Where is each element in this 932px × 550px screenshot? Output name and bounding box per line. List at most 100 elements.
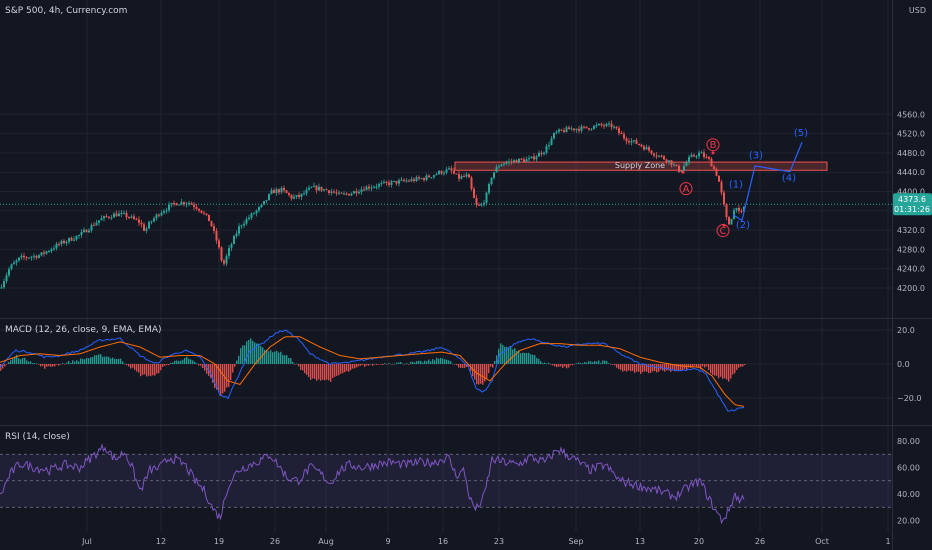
macd-hist-bar: [562, 364, 564, 368]
macd-hist-bar: [216, 364, 218, 390]
macd-hist-bar: [624, 364, 626, 371]
macd-hist-bar: [370, 363, 372, 365]
candle-body: [268, 193, 270, 200]
macd-hist-bar: [128, 364, 130, 367]
macd-hist-bar: [634, 364, 636, 373]
wave-projection-line[interactable]: [732, 142, 803, 222]
candle-body: [423, 178, 425, 180]
candle-body: [93, 224, 95, 226]
candle-body: [628, 141, 630, 143]
macd-hist-bar: [202, 364, 204, 369]
candle-body: [548, 144, 550, 147]
candle-body: [308, 187, 310, 190]
macd-hist-bar: [4, 364, 6, 367]
macd-hist-bar: [258, 343, 260, 364]
macd-hist-bar: [20, 359, 22, 364]
macd-hist-bar: [586, 362, 588, 364]
candle-body: [470, 177, 473, 189]
candle-body: [50, 249, 53, 252]
macd-hist-bar: [568, 364, 570, 368]
candle-body: [460, 176, 463, 179]
candle-body: [503, 163, 505, 165]
candle-body: [123, 212, 125, 214]
macd-hist-bar: [312, 364, 314, 379]
price-tick-label: 4440.0: [897, 168, 925, 177]
macd-hist-bar: [346, 364, 348, 372]
candle-body: [180, 202, 183, 205]
macd-hist-bar: [710, 364, 712, 374]
macd-hist-bar: [666, 364, 668, 371]
macd-hist-bar: [166, 364, 168, 366]
macd-hist-bar: [744, 364, 746, 366]
macd-hist-bar: [270, 350, 272, 364]
candle-body: [660, 155, 663, 157]
macd-hist-bar: [694, 364, 696, 366]
candle-body: [383, 181, 385, 183]
candle-body: [603, 125, 605, 127]
macd-hist-bar: [32, 363, 34, 364]
macd-hist-bar: [148, 364, 150, 376]
candle-body: [613, 126, 615, 128]
macd-hist-bar: [206, 364, 208, 374]
candle-body: [725, 204, 728, 218]
rsi-axis[interactable]: 80.00 60.00 40.00 20.00: [897, 437, 920, 526]
macd-hist-bar: [44, 364, 46, 369]
candle-body: [448, 168, 450, 170]
macd-hist-bar: [294, 364, 296, 365]
macd-hist-bar: [8, 362, 10, 364]
macd-hist-bar: [584, 362, 586, 364]
macd-hist-bar: [620, 364, 622, 370]
candle-body: [223, 260, 225, 264]
supply-zone-label: Supply Zone: [615, 161, 665, 170]
macd-hist-bar: [722, 364, 724, 379]
macd-hist-bar: [636, 364, 638, 372]
price-pane[interactable]: Supply Zone A B C (1) (2) (3) (4) (5): [0, 120, 892, 290]
rsi-pane[interactable]: [0, 442, 892, 525]
macd-hist-bar: [410, 361, 412, 364]
candles: [0, 120, 745, 290]
macd-hist-bar: [308, 364, 310, 378]
candle-body: [290, 194, 293, 199]
macd-hist-bar: [546, 363, 548, 365]
candle-body: [385, 181, 388, 183]
macd-pane[interactable]: [0, 329, 746, 412]
candle-body: [280, 187, 283, 193]
macd-hist-bar: [218, 364, 220, 393]
candle-body: [525, 159, 528, 162]
macd-hist-bar: [434, 360, 436, 364]
macd-hist-bar: [260, 346, 262, 364]
macd-hist-bar: [576, 363, 578, 364]
candle-body: [615, 126, 618, 129]
macd-hist-bar: [222, 364, 224, 394]
macd-hist-bar: [78, 361, 80, 364]
macd-hist-bar: [604, 360, 606, 364]
macd-hist-bar: [104, 356, 106, 364]
candle-body: [500, 164, 503, 167]
candle-body: [18, 257, 20, 261]
macd-hist-bar: [580, 363, 582, 364]
macd-hist-bar: [602, 360, 604, 364]
macd-tick-label: 20.0: [897, 326, 915, 335]
supply-zone-rect[interactable]: [454, 161, 828, 171]
macd-hist-bar: [642, 364, 644, 373]
time-tick-label: 16: [438, 537, 448, 546]
time-axis[interactable]: Jul 12 19 26 Aug 9 16 23 Sep 13 20 26 Oct 1: [81, 537, 890, 546]
candle-body: [253, 213, 255, 215]
macd-hist-bar: [690, 364, 692, 369]
time-tick-label: 19: [214, 537, 224, 546]
candle-body: [710, 158, 713, 167]
candle-body: [240, 225, 243, 227]
macd-hist-bar: [628, 364, 630, 371]
candle-body: [573, 128, 575, 131]
impulse-wave-marks: (1) (2) (3) (4) (5): [729, 128, 808, 231]
macd-hist-bar: [68, 361, 70, 364]
macd-axis[interactable]: 20.0 0.0 −20.0: [897, 326, 922, 403]
macd-hist-bar: [298, 364, 300, 367]
macd-hist-bar: [186, 356, 188, 364]
macd-hist-bar: [74, 361, 76, 364]
candle-body: [445, 169, 448, 173]
candle-body: [558, 129, 560, 132]
candle-body: [245, 218, 248, 224]
candle-body: [273, 190, 275, 194]
